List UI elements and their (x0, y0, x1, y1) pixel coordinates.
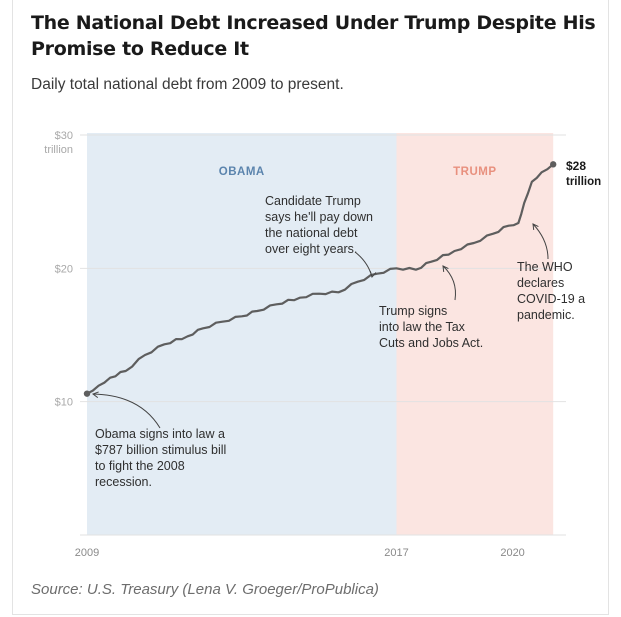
leader-stimulus (92, 393, 161, 429)
obama-term-shading (87, 133, 397, 535)
x-tick-label: 2020 (500, 547, 524, 559)
x-axis-ticks: 2009 2017 2020 (75, 547, 525, 559)
leader-tax-cuts-head (442, 265, 449, 273)
annotations: Obama signs into law a $787 billion stimu… (95, 194, 585, 489)
annotation-2-line: the national debt (265, 226, 358, 240)
annotation-3-line: Cuts and Jobs Act. (379, 336, 483, 350)
annotation-2-line: says he'll pay down (265, 210, 373, 224)
y-axis-ticks: $30 trillion $20 $10 (44, 130, 73, 409)
leader-candidate-trump-head (369, 271, 377, 279)
leader-stimulus-head (91, 391, 99, 399)
source-credit: Source: U.S. Treasury (Lena V. Groeger/P… (31, 581, 379, 598)
end-value-label: $28 (566, 159, 586, 173)
annotation-4-line: declares (517, 276, 564, 290)
annotation-4-line: The WHO (517, 260, 573, 274)
chart-subtitle: Daily total national debt from 2009 to p… (31, 76, 344, 93)
x-tick-label: 2017 (384, 547, 408, 559)
start-point (83, 390, 91, 397)
y-tick-label: $10 (55, 397, 73, 409)
debt-series-line (86, 163, 554, 395)
annotation-3-line: into law the Tax (379, 320, 466, 334)
annotation-2-line: Candidate Trump (265, 194, 361, 208)
y-tick-label: $30 (55, 130, 73, 142)
annotation-1-line: Obama signs into law a (95, 427, 225, 441)
annotation-1-line: $787 billion stimulus bill (95, 443, 226, 457)
annotation-1-line: to fight the 2008 (95, 459, 185, 473)
leader-tax-cuts (442, 265, 456, 301)
annotation-2-line: over eight years. (265, 242, 357, 256)
annotation-leader-lines (91, 223, 549, 429)
annotation-1-line: recession. (95, 475, 152, 489)
y-tick-sublabel: trillion (44, 144, 73, 156)
annotation-4-line: pandemic. (517, 308, 575, 322)
chart-title: The National Debt Increased Under Trump … (31, 12, 596, 60)
end-value-unit: trillion (566, 176, 601, 188)
gridlines (80, 134, 566, 536)
y-tick-label: $20 (55, 263, 73, 275)
trump-region-label: TRUMP (453, 166, 496, 178)
end-point (549, 161, 557, 168)
leader-covid-head (532, 223, 539, 231)
leader-covid (532, 223, 549, 260)
annotation-4-line: COVID-19 a (517, 292, 585, 306)
trump-term-shading (396, 133, 554, 535)
x-tick-label: 2009 (75, 547, 99, 559)
annotation-3-line: Trump signs (379, 304, 447, 318)
obama-region-label: OBAMA (219, 166, 265, 178)
chart-card (12, 0, 609, 615)
